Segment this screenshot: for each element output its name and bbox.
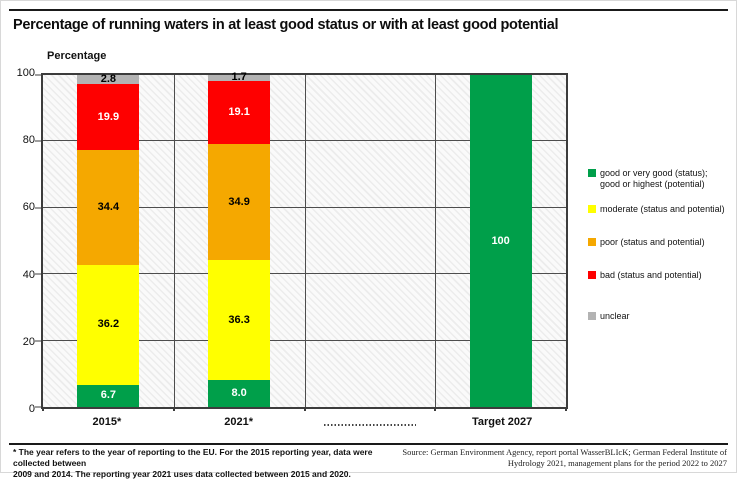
legend-label: moderate (status and potential) (600, 204, 725, 214)
legend-swatch (588, 205, 596, 213)
value-label: 19.1 (228, 105, 250, 118)
y-tick-label: 0 (28, 403, 35, 415)
y-tick-mark (35, 340, 41, 342)
footnote-line-1: * The year refers to the year of reporti… (13, 447, 373, 468)
category-divider (435, 75, 437, 407)
x-tick-mark (172, 407, 175, 411)
bar-slot: 6.7 36.2 34.4 19.9 2.8 (43, 73, 174, 407)
value-label: 34.9 (228, 195, 250, 208)
bar-segment: 100 (469, 75, 532, 407)
bar-segment: 8.0 (208, 380, 271, 407)
value-label: 36.2 (97, 318, 120, 331)
value-label: 34.4 (97, 200, 120, 213)
value-label: 36.3 (228, 313, 250, 326)
source-note: Source: German Environment Agency, repor… (387, 447, 727, 469)
category-divider (173, 75, 175, 407)
y-tick-mark (35, 406, 41, 408)
bar-segment: 1.7 (208, 71, 271, 84)
value-label: 6.7 (100, 389, 117, 402)
value-label: 19.9 (97, 110, 120, 123)
legend-swatch (588, 271, 596, 279)
x-tick-mark (42, 407, 44, 411)
bar-slot: 100 (435, 75, 566, 407)
bar-slot (305, 75, 436, 407)
value-label: 8.0 (231, 387, 247, 400)
legend-item: moderate (status and potential) (588, 204, 736, 215)
bar-segment: 19.9 (77, 84, 140, 151)
legend-item: unclear (588, 311, 736, 322)
bar-segment: 34.9 (208, 144, 271, 260)
y-tick-label: 60 (22, 201, 35, 214)
y-tick-label: 100 (16, 67, 35, 79)
bar-segment: 36.2 (77, 264, 140, 385)
legend-label: unclear (600, 311, 630, 321)
y-axis-tick-labels: 0 20 40 60 80 100 (1, 67, 35, 415)
x-tick-label: Target 2027 (471, 416, 533, 428)
value-label: 2.8 (100, 73, 117, 86)
value-label: 1.7 (231, 71, 247, 84)
bar-slot: 8.0 36.3 34.9 19.1 1.7 (174, 71, 305, 407)
legend: good or very good (status); good or high… (588, 168, 736, 322)
x-axis-labels: 2015* 2021* Target 2027 (41, 413, 568, 435)
footnote-line-2: 2009 and 2014. The reporting year 2021 u… (13, 469, 351, 479)
legend-item: good or very good (status); good or high… (588, 168, 736, 190)
bar-segment: 2.8 (77, 73, 140, 86)
source-line-1: Source: German Environment Agency, repor… (402, 447, 727, 457)
legend-label: good or very good (status); good or high… (600, 168, 708, 189)
chart-title: Percentage of running waters in at least… (13, 17, 559, 33)
x-tick-mark (434, 407, 437, 411)
y-tick-label: 40 (22, 268, 35, 281)
footer-rule (9, 443, 728, 445)
bar-segment: 36.3 (208, 259, 271, 381)
legend-swatch (588, 169, 596, 177)
category-divider (304, 75, 306, 407)
top-rule (9, 9, 728, 11)
y-tick-mark (35, 207, 41, 209)
x-tick-mark (565, 407, 567, 411)
legend-item: bad (status and potential) (588, 270, 736, 281)
bar-segment: 19.1 (208, 80, 271, 145)
source-line-2: Hydrology 2021, management plans for the… (507, 458, 727, 468)
legend-item: poor (status and potential) (588, 237, 736, 248)
plot-area: 6.7 36.2 34.4 19.9 2.8 8.0 36.3 34.9 19.1 1.7 100 (35, 71, 568, 411)
y-tick-mark (35, 273, 41, 275)
x-tick-mark (303, 407, 306, 411)
y-tick-label: 80 (22, 134, 35, 147)
y-tick-mark (35, 74, 41, 76)
legend-label: bad (status and potential) (600, 270, 702, 280)
x-tick-label: 2021* (224, 416, 253, 428)
legend-swatch (588, 238, 596, 246)
footnote: * The year refers to the year of reporti… (13, 447, 393, 480)
y-tick-label: 20 (22, 335, 35, 348)
value-label: 100 (491, 234, 510, 247)
legend-label: poor (status and potential) (600, 237, 705, 247)
y-axis-title: Percentage (47, 50, 107, 62)
x-tick-label: 2015* (92, 416, 122, 428)
bar-segment: 6.7 (77, 384, 140, 407)
bar-segment: 34.4 (77, 150, 140, 265)
legend-swatch (588, 312, 596, 320)
y-tick-mark (35, 140, 41, 142)
dotted-placeholder (324, 424, 417, 426)
